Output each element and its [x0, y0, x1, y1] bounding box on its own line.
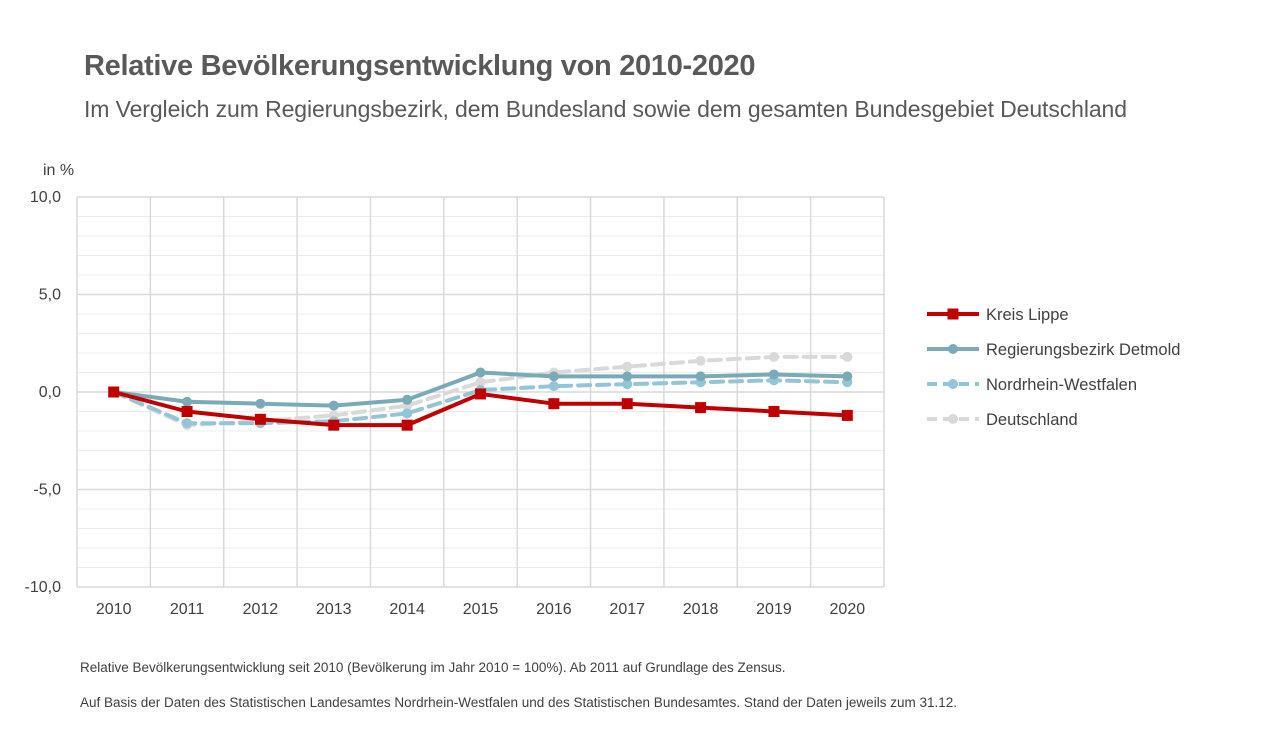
- data-point: [695, 355, 706, 366]
- legend-marker: [948, 414, 958, 424]
- legend-item: Nordrhein-Westfalen: [927, 376, 1137, 394]
- x-tick-label: 2014: [389, 601, 425, 618]
- data-point: [622, 361, 633, 372]
- x-tick-label: 2020: [830, 601, 866, 618]
- series-line: [111, 378, 850, 426]
- data-point: [842, 351, 853, 362]
- y-tick-label: 10,0: [30, 189, 61, 206]
- data-point: [401, 419, 413, 431]
- y-tick-label: 0,0: [39, 384, 61, 401]
- x-tick-label: 2016: [536, 601, 572, 618]
- data-point: [621, 398, 633, 410]
- axes: 10,0 5,0 0,0 -5,0 -10,0 in % 2010 2011 2012 2013 2…: [25, 162, 866, 618]
- data-point: [548, 398, 560, 410]
- series-kreis-lippe: [108, 386, 853, 431]
- y-tick-label: 5,0: [39, 287, 61, 304]
- data-point: [768, 369, 779, 380]
- legend-label: Kreis Lippe: [986, 306, 1069, 324]
- data-point: [475, 367, 486, 378]
- data-point: [181, 406, 193, 417]
- data-point: [402, 394, 413, 405]
- footnote-2: Auf Basis der Daten des Statistischen La…: [80, 695, 957, 710]
- legend-label: Regierungsbezirk Detmold: [986, 341, 1180, 359]
- footnote-1: Relative Bevölkerungsentwicklung seit 20…: [80, 660, 786, 675]
- x-tick-label: 2017: [609, 601, 645, 618]
- legend-item: Regierungsbezirk Detmold: [927, 341, 1180, 359]
- data-point: [254, 413, 266, 425]
- data-point: [182, 396, 193, 407]
- legend-item: Deutschland: [927, 411, 1078, 429]
- data-point: [548, 371, 559, 382]
- x-tick-label: 2010: [96, 601, 132, 618]
- chart-subtitle: Im Vergleich zum Regierungsbezirk, dem B…: [84, 96, 1127, 122]
- data-point: [622, 371, 633, 382]
- x-tick-label: 2012: [243, 601, 279, 618]
- line-chart: 10,0 5,0 0,0 -5,0 -10,0 in % 2010 2011 2012 2013 2…: [25, 162, 1181, 618]
- legend-marker: [947, 308, 959, 320]
- data-point: [841, 409, 853, 421]
- x-tick-label: 2011: [170, 601, 205, 618]
- data-point: [255, 398, 266, 409]
- data-point: [402, 408, 413, 419]
- data-point: [182, 418, 193, 429]
- data-point: [695, 371, 706, 382]
- data-point: [695, 402, 707, 414]
- data-point: [548, 381, 559, 392]
- data-point: [328, 419, 340, 431]
- x-tick-label: 2013: [316, 601, 352, 618]
- data-point: [842, 371, 853, 382]
- data-point: [475, 388, 486, 400]
- data-point: [475, 377, 486, 388]
- legend-marker: [948, 379, 958, 389]
- y-tick-label: -5,0: [33, 482, 61, 499]
- legend-marker: [948, 344, 958, 354]
- x-tick-label: 2019: [756, 601, 792, 618]
- legend-label: Nordrhein-Westfalen: [986, 376, 1137, 394]
- legend-item: Kreis Lippe: [927, 306, 1069, 324]
- legend: Kreis Lippe Regierungsbezirk Detmold Nordr…: [927, 306, 1180, 429]
- y-axis-label: in %: [43, 162, 74, 179]
- data-point: [622, 379, 633, 390]
- data-point: [768, 351, 779, 362]
- data-point: [328, 400, 339, 411]
- x-tick-label: 2015: [463, 601, 499, 618]
- grid-lines: [76, 196, 885, 588]
- series-layer: [108, 351, 853, 431]
- chart-title: Relative Bevölkerungsentwicklung von 201…: [84, 50, 756, 82]
- y-tick-label: -10,0: [25, 579, 62, 596]
- data-point: [108, 386, 120, 398]
- data-point: [768, 406, 780, 417]
- legend-label: Deutschland: [986, 411, 1078, 429]
- x-tick-label: 2018: [683, 601, 719, 618]
